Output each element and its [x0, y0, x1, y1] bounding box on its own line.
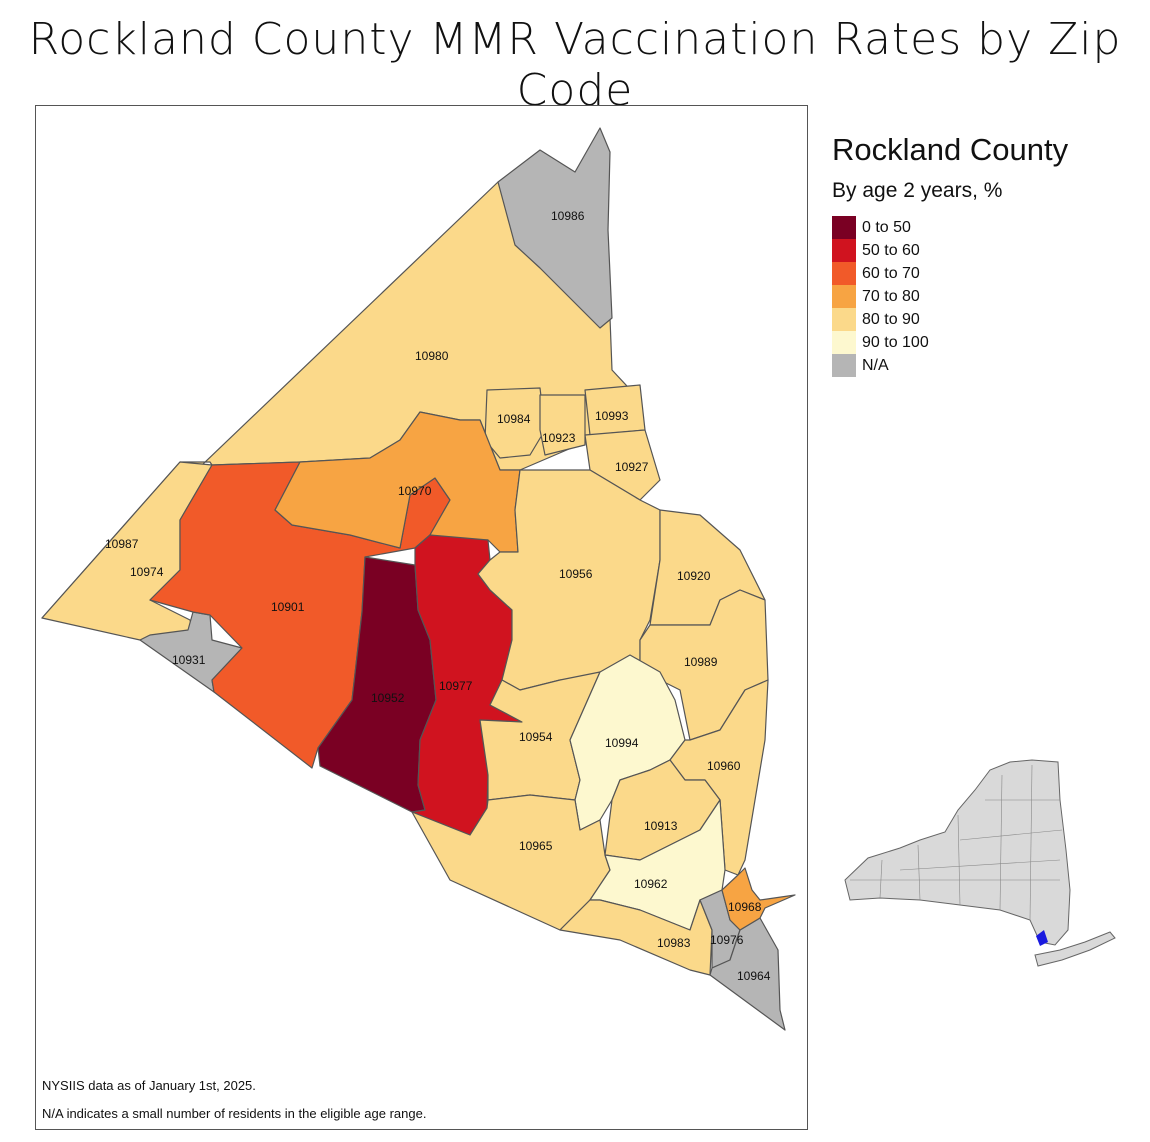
zip-label-10920: 10920: [677, 569, 711, 583]
ny-state-inset: [844, 759, 1116, 967]
zip-label-10994: 10994: [605, 736, 639, 750]
zip-label-10962: 10962: [634, 877, 668, 891]
zip-label-10983: 10983: [657, 936, 691, 950]
legend-item: 60 to 70: [832, 262, 929, 285]
legend-item: 90 to 100: [832, 331, 929, 354]
zip-area-10986: [497, 127, 613, 329]
zip-label-10954: 10954: [519, 730, 553, 744]
zip-label-10984: 10984: [497, 412, 531, 426]
legend-label: 70 to 80: [862, 287, 920, 305]
legend-item: 80 to 90: [832, 308, 929, 331]
long-island-shape: [1034, 931, 1116, 967]
zip-label-10974: 10974: [130, 565, 164, 579]
zip-label-10980: 10980: [415, 349, 449, 363]
zip-label-10931: 10931: [172, 653, 206, 667]
zip-label-10964: 10964: [737, 969, 771, 983]
legend-title: Rockland County: [832, 132, 1069, 167]
legend-swatch: [832, 308, 856, 331]
zip-label-10927: 10927: [615, 460, 649, 474]
zip-label-10993: 10993: [595, 409, 629, 423]
zip-label-10923: 10923: [542, 431, 576, 445]
legend-swatch: [832, 216, 856, 239]
zip-label-10913: 10913: [644, 819, 678, 833]
zip-area-10927: [584, 429, 661, 501]
na-explanation-note: N/A indicates a small number of resident…: [42, 1106, 427, 1121]
zip-label-10960: 10960: [707, 759, 741, 773]
legend-swatch: [832, 262, 856, 285]
legend-subtitle: By age 2 years, %: [832, 179, 1003, 202]
zip-label-10976: 10976: [710, 933, 744, 947]
legend-swatch: [832, 354, 856, 377]
legend-label: 50 to 60: [862, 241, 920, 259]
legend-item: N/A: [832, 354, 929, 377]
legend-swatch: [832, 239, 856, 262]
legend-list: 0 to 50 50 to 60 60 to 70 70 to 80 80 to…: [832, 216, 929, 377]
zip-label-10952: 10952: [371, 691, 405, 705]
zip-label-10901: 10901: [271, 600, 305, 614]
legend-swatch: [832, 331, 856, 354]
ny-state-shape: [844, 759, 1071, 946]
legend-item: 70 to 80: [832, 285, 929, 308]
legend-label: N/A: [862, 356, 889, 374]
zip-area-10970: [274, 411, 521, 553]
zip-label-10965: 10965: [519, 839, 553, 853]
legend-item: 0 to 50: [832, 216, 929, 239]
rockland-highlight: [1036, 930, 1048, 946]
page-title: Rockland County MMR Vaccination Rates by…: [28, 14, 1122, 116]
zip-label-10970: 10970: [398, 484, 432, 498]
legend-swatch: [832, 285, 856, 308]
zip-label-10956: 10956: [559, 567, 593, 581]
zip-label-10987: 10987: [105, 537, 139, 551]
legend-label: 60 to 70: [862, 264, 920, 282]
zip-label-10968: 10968: [728, 900, 762, 914]
legend-item: 50 to 60: [832, 239, 929, 262]
zip-label-10977: 10977: [439, 679, 473, 693]
legend-label: 0 to 50: [862, 218, 911, 236]
zip-area-10923: [539, 394, 586, 456]
zip-area-10968: [721, 867, 796, 931]
legend-label: 90 to 100: [862, 333, 929, 351]
zip-label-10989: 10989: [684, 655, 718, 669]
legend-label: 80 to 90: [862, 310, 920, 328]
zip-label-10986: 10986: [551, 209, 585, 223]
data-source-note: NYSIIS data as of January 1st, 2025.: [42, 1078, 256, 1093]
